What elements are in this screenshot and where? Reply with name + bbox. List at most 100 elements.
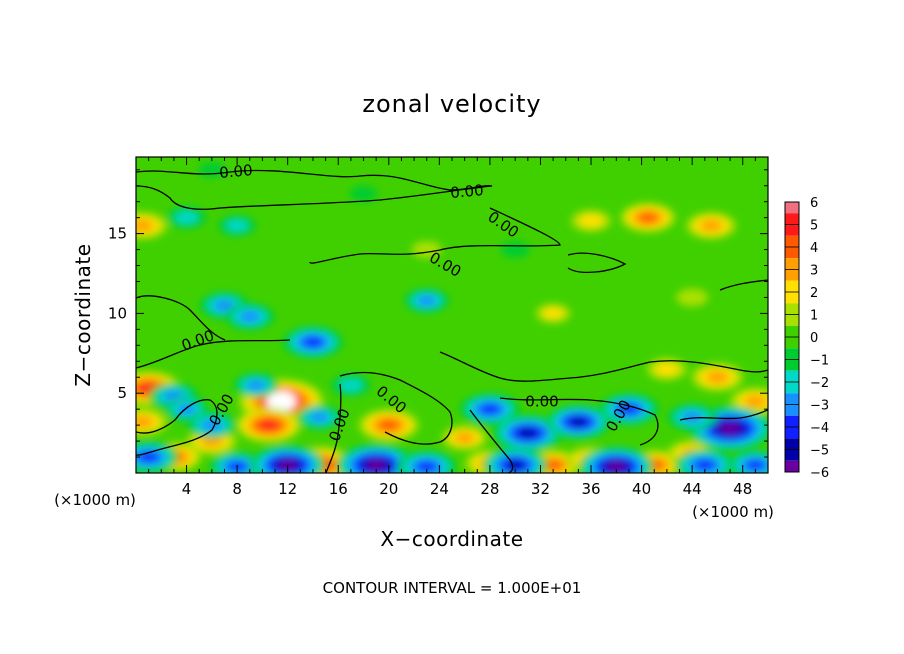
colorbar-tick-label: 3 [810,264,818,279]
x-tick-label: 12 [278,480,297,498]
heatmap-cell [266,391,297,412]
heatmap-cell [638,212,658,223]
colorbar-swatch [785,202,799,214]
heatmap-cell [479,403,500,415]
contour-line [499,397,659,446]
colorbar-swatch [785,348,799,360]
heatmap-cell [746,460,765,470]
colorbar-swatch [785,280,799,292]
heatmap-cell [700,219,722,232]
colorbar-tick-label: −6 [810,466,829,481]
heatmap-cell [706,371,729,384]
heatmap-cell [720,423,740,434]
chart-title: zonal velocity [362,90,541,118]
y-tick-label: 15 [108,225,127,243]
heatmap-cell [417,295,437,306]
colorbar-swatch [785,224,799,236]
colorbar-tick-label: 0 [810,331,818,346]
heatmap-cell [676,288,709,307]
colorbar-tick-label: 6 [810,196,818,211]
heatmap-cell [136,219,154,232]
colorbar-tick-label: −1 [810,354,829,369]
colorbar-swatch [785,337,799,349]
colorbar-swatch [785,325,799,337]
colorbar-swatch [785,314,799,326]
x-tick-label: 28 [480,480,499,498]
heatmap-cell [338,378,363,392]
heatmap-cell [309,411,329,423]
heatmap-cell [176,403,197,415]
colorbar-tick-label: −5 [810,444,829,459]
heatmap-cell [366,460,386,470]
colorbar-swatch [785,359,799,371]
heatmap-cell [225,219,249,232]
heatmap-cell [201,419,223,431]
contour-line [339,371,453,445]
heatmap-cell [506,460,525,470]
colorbar: 6 5 4 3 2 1 0 −1 −2 −3 −4 −5 −6 [784,196,829,481]
x-tick-label: 44 [683,480,702,498]
colorbar-tick-label: 2 [810,286,818,301]
contour-line [567,252,627,274]
x-tick-label: 20 [379,480,398,498]
contour-line [469,409,514,473]
colorbar-tick-label: −4 [810,421,829,436]
heatmap-cell [174,211,199,225]
colorbar-swatch [785,213,799,225]
x-tick-label: 32 [531,480,550,498]
x-tick-label: 4 [182,480,192,498]
contour-label: 0.00 [450,181,485,202]
colorbar-swatch [785,382,799,394]
colorbar-swatch [785,370,799,382]
colorbar-swatch [785,449,799,461]
heatmap-field: 0.000.000.000.000.000.00 0.00 0.00 0.000.00 [136,157,768,473]
contour-label: 0.00 [219,161,254,182]
colorbar-swatch [785,292,799,304]
heatmap-cell [239,310,261,323]
colorbar-swatch [785,438,799,450]
colorbar-tick-label: 1 [810,309,818,324]
colorbar-swatch [785,404,799,416]
contour-line [136,339,291,369]
colorbar-tick-label: −2 [810,376,829,391]
colorbar-swatch [785,427,799,439]
heatmap-cell [246,379,266,391]
heatmap-cell [416,461,437,472]
heatmap-cell [500,241,530,258]
x-tick-label: 16 [329,480,348,498]
x-axis-label: X−coordinate [380,527,523,551]
heatmap-cell [378,419,399,431]
x-unit-left: (×1000 m) [54,491,136,509]
colorbar-tick-label: 5 [810,219,818,234]
x-tick-label: 24 [430,480,449,498]
colorbar-swatch [785,258,799,270]
contour-line [309,207,561,264]
x-tick-label: 36 [581,480,600,498]
heatmap-cell [694,459,715,471]
heatmap-cell [542,307,564,320]
heatmap-cell [518,428,538,439]
colorbar-swatch [785,303,799,315]
y-tick-label: 5 [117,384,127,402]
heatmap-cell [302,336,323,348]
x-tick-label: 40 [632,480,651,498]
x-axis: 4 8 12 16 20 24 28 32 36 40 44 48 [148,157,756,498]
x-tick-label: 48 [733,480,752,498]
heatmap-cell [654,362,679,376]
contour-label: 0.00 [525,393,558,411]
zero-contour-lines [136,169,768,473]
heatmap-cell [349,185,378,202]
heatmap-cell [681,411,703,423]
heatmap-cell [607,462,625,472]
y-axis: 5 10 15 [108,169,768,458]
contour-line [439,351,768,382]
heatmap-cell [454,432,475,444]
colorbar-swatch [785,460,799,472]
x-unit-right: (×1000 m) [692,503,774,521]
x-tick-label: 8 [232,480,242,498]
y-tick-label: 10 [108,304,127,322]
heatmap-cell [259,420,278,430]
contour-line [136,295,226,341]
heatmap-cell [213,299,236,312]
